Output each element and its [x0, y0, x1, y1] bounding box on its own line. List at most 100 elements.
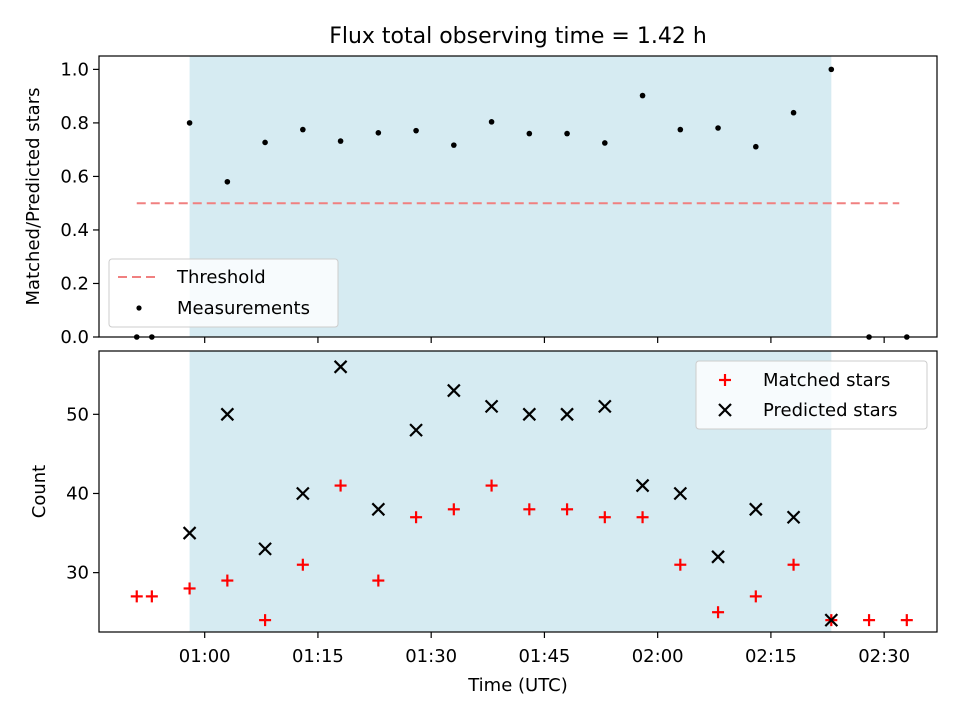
top-y-axis-label: Matched/Predicted stars	[23, 88, 44, 306]
measurement-point	[753, 143, 759, 150]
legend-matched-label: Matched stars	[763, 370, 890, 391]
measurement-point	[639, 92, 646, 99]
measurement-point	[186, 120, 193, 126]
legend-matched-swatch	[719, 374, 731, 386]
x-tick-label: 02:00	[632, 646, 684, 667]
predicted-star-marker	[220, 407, 235, 422]
x-axis-label: Time (UTC)	[467, 675, 568, 696]
matched-star-marker	[296, 558, 309, 571]
matched-star-marker	[221, 574, 234, 587]
measurement-point	[262, 139, 268, 146]
predicted-star-marker	[484, 399, 499, 414]
matched-star-marker	[712, 606, 725, 619]
predicted-star-marker	[711, 550, 725, 564]
legend-predicted-label: Predicted stars	[763, 400, 897, 421]
predicted-star-marker	[749, 502, 763, 517]
y-tick-label: 50	[66, 404, 89, 425]
matched-star-marker	[719, 374, 731, 386]
matched-star-marker	[447, 503, 460, 516]
measurement-point	[790, 109, 797, 116]
predicted-star-marker	[522, 407, 537, 422]
legend-measurement-label: Measurements	[177, 298, 310, 319]
top-plot-frame	[98, 55, 938, 338]
x-tick-label: 02:30	[858, 646, 910, 667]
predicted-star-marker	[560, 407, 574, 422]
legend-predicted-swatch	[718, 403, 732, 417]
predicted-star-marker	[447, 383, 461, 398]
matched-star-marker	[598, 511, 611, 524]
measurement-point	[828, 66, 835, 73]
matched-star-marker	[636, 511, 649, 524]
y-tick-label: 0.6	[60, 166, 89, 187]
predicted-star-marker	[182, 526, 197, 540]
matched-star-marker	[372, 574, 385, 587]
top-legend-box	[108, 258, 339, 328]
measurement-point	[526, 130, 533, 137]
predicted-star-marker	[258, 542, 272, 556]
predicted-star-marker	[296, 486, 310, 501]
measurement-point	[300, 126, 306, 133]
predicted-star-marker	[673, 486, 688, 501]
measurement-point	[337, 138, 344, 144]
matched-star-marker	[485, 479, 498, 492]
matched-star-marker	[674, 558, 687, 571]
matched-star-marker	[410, 511, 423, 524]
predicted-star-marker	[598, 399, 612, 414]
bottom-x-ticks: 01:00 01:15 01:30 01:45 02:00 02:15 02:30	[179, 632, 910, 667]
matched-star-marker	[259, 614, 272, 627]
predicted-star-marker	[409, 423, 423, 437]
x-tick-label: 01:30	[405, 646, 457, 667]
measurement-point	[602, 140, 608, 146]
x-tick-label: 01:15	[292, 646, 344, 667]
y-tick-label: 0.2	[60, 273, 89, 294]
y-tick-label: 1.0	[60, 59, 89, 80]
predicted-star-marker	[824, 613, 839, 627]
x-tick-label: 02:15	[745, 646, 797, 667]
matched-star-marker	[183, 582, 196, 595]
measurement-point	[375, 130, 382, 136]
matched-star-marker	[900, 614, 913, 627]
predicted-star-marker	[635, 478, 650, 493]
bottom-y-ticks: 30 40 50	[66, 404, 99, 584]
legend-threshold-label: Threshold	[176, 267, 266, 288]
measurement-point	[488, 119, 495, 125]
chart-title: Flux total observing time = 1.42 h	[329, 24, 707, 49]
y-tick-label: 0.8	[60, 113, 89, 134]
predicted-star-marker	[371, 502, 386, 517]
measurement-points	[133, 66, 910, 340]
top-x-ticks	[204, 337, 885, 343]
measurement-point	[564, 130, 570, 137]
measurement-point	[715, 125, 721, 131]
legend-measurement-swatch	[136, 305, 142, 311]
bottom-legend-box	[695, 360, 928, 430]
matched-star-marker	[334, 479, 347, 492]
x-tick-label: 01:00	[179, 646, 231, 667]
matched-star-marker	[787, 558, 800, 571]
bottom-panel: 30 40 50 01:00 01:15 01:30 01:45 02:00 02:15 02:…	[29, 350, 938, 696]
measurement-point	[677, 126, 684, 133]
measurement-point	[224, 178, 231, 185]
top-legend: Threshold Measurements	[108, 258, 339, 328]
top-y-ticks: 0.0 0.2 0.4 0.6 0.8 1.0	[60, 59, 99, 348]
top-panel: 0.0 0.2 0.4 0.6 0.8 1.0 Matched/Predicted sta…	[23, 55, 938, 348]
matched-star-marker	[145, 590, 158, 603]
predicted-star-marker	[718, 403, 732, 417]
count-points	[130, 360, 913, 627]
measurement-point	[413, 127, 419, 134]
predicted-star-marker	[333, 360, 348, 374]
y-tick-label: 40	[66, 483, 89, 504]
bottom-y-axis-label: Count	[29, 465, 50, 518]
matched-star-marker	[130, 590, 143, 603]
measurement-point	[451, 142, 457, 148]
y-tick-label: 30	[66, 563, 89, 584]
bottom-legend: Matched stars Predicted stars	[695, 360, 928, 430]
matched-star-marker	[523, 503, 536, 516]
bottom-plot-frame	[98, 350, 938, 633]
y-tick-label: 0.4	[60, 220, 89, 241]
matched-star-marker	[863, 614, 876, 627]
matched-star-marker	[749, 590, 762, 603]
x-tick-label: 01:45	[518, 646, 570, 667]
predicted-star-marker	[786, 510, 801, 525]
matched-star-marker	[561, 503, 574, 516]
